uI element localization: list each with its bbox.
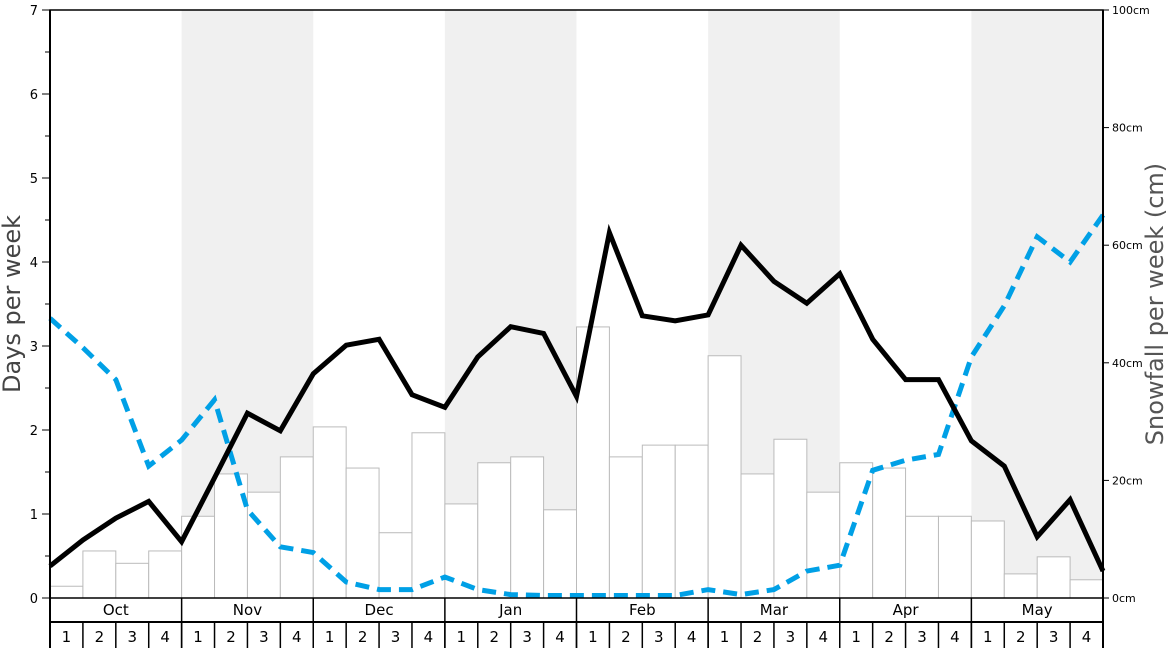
snowfall-bar [82,550,117,599]
week-label: 1 [325,628,335,646]
week-label: 3 [1049,628,1059,646]
week-label: 1 [457,628,467,646]
week-label: 4 [424,628,434,646]
week-label: 3 [127,628,137,646]
snowfall-bar [345,467,380,599]
month-label: Oct [103,601,129,619]
snowfall-bar [707,355,742,599]
week-label: 2 [358,628,368,646]
week-label: 2 [1016,628,1026,646]
week-label: 2 [489,628,499,646]
month-shade [971,10,1103,598]
snowfall-bar [246,491,281,599]
week-label: 1 [851,628,861,646]
snowfall-bar [510,456,545,599]
y-tick-label: 4 [30,256,38,271]
y2-tick-label: 100cm [1112,4,1150,17]
week-label: 1 [588,628,598,646]
dashed-series-line [48,213,1106,598]
week-label: 3 [522,628,532,646]
snowfall-bar [115,562,150,599]
snowfall-bar [905,515,939,599]
week-label: 2 [621,628,631,646]
week-label: 1 [62,628,72,646]
week-label: 3 [786,628,796,646]
snowfall-bar [1069,579,1104,599]
week-label: 1 [720,628,730,646]
month-label: Dec [365,601,394,619]
y-tick-label: 5 [30,172,38,187]
y-tick-label: 2 [30,424,38,439]
week-label: 2 [753,628,763,646]
week-label: 2 [884,628,894,646]
snowfall-bar [312,426,347,599]
week-label: 3 [654,628,664,646]
month-label: Feb [629,601,656,619]
y-tick-label: 6 [30,88,38,103]
snowfall-bar [477,462,512,599]
y2-axis-label: Snowfall per week (cm) [1141,163,1168,445]
snowfall-bar [608,456,643,599]
y2-tick-label: 40cm [1112,357,1143,370]
y-tick-label: 1 [30,508,38,523]
y-tick-label: 0 [30,592,38,607]
month-label: Mar [760,601,789,619]
y2-tick-label: 80cm [1112,122,1143,135]
y2-tick-label: 60cm [1112,239,1143,252]
week-label: 4 [555,628,565,646]
snowfall-bar [872,467,907,599]
days-series-line [48,223,1106,573]
snowfall-bar [214,473,248,599]
week-label: 4 [819,628,829,646]
y-tick-label: 3 [30,340,38,355]
month-label: Nov [233,601,262,619]
snowfall-bar [740,473,775,599]
y2-tick-label: 0cm [1112,592,1136,605]
y-tick-label: 7 [30,4,38,19]
week-label: 1 [193,628,203,646]
y2-tick-label: 20cm [1112,474,1143,487]
week-label: 4 [950,628,960,646]
y-axis-label: Days per week [0,215,26,393]
snowfall-bar [641,444,676,599]
week-label: 1 [983,628,993,646]
snowfall-bar [937,515,972,599]
snowfall-bar [543,509,577,599]
snowfall-bar [806,491,841,599]
snowfall-bar [411,432,446,599]
week-label: 4 [687,628,697,646]
snowfall-bar [674,444,709,599]
snowfall-bar [970,520,1005,599]
week-label: 3 [259,628,269,646]
week-label: 4 [292,628,302,646]
week-label: 4 [1082,628,1092,646]
month-label: Jan [498,601,522,619]
month-label: May [1022,601,1053,619]
week-label: 3 [917,628,927,646]
month-label: Apr [893,601,920,619]
week-label: 2 [95,628,105,646]
week-label: 2 [226,628,236,646]
snowfall-bar [279,456,314,599]
week-label: 3 [391,628,401,646]
week-label: 4 [160,628,170,646]
snowfall-bar [1003,573,1038,599]
snowfall-bar [148,550,183,599]
snowfall-bar [773,438,808,599]
snowfall-bar [1036,556,1071,599]
snowfall-bar [49,585,84,599]
